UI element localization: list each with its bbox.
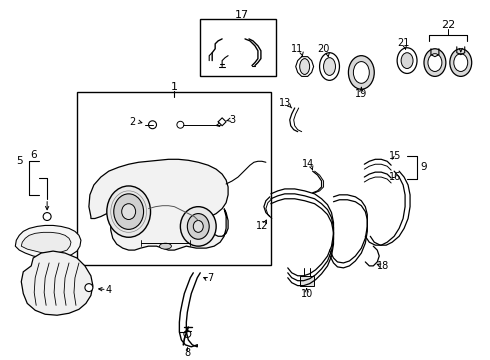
Text: 17: 17 xyxy=(235,10,249,20)
Text: 5: 5 xyxy=(17,156,23,166)
Text: 11: 11 xyxy=(291,44,303,54)
Text: 2: 2 xyxy=(129,117,136,127)
Circle shape xyxy=(85,284,93,292)
Text: 19: 19 xyxy=(355,89,368,99)
Ellipse shape xyxy=(450,49,472,76)
Text: 13: 13 xyxy=(279,98,291,108)
Text: 16: 16 xyxy=(389,172,401,182)
Circle shape xyxy=(177,121,184,128)
Ellipse shape xyxy=(454,54,468,72)
Polygon shape xyxy=(89,159,228,250)
Ellipse shape xyxy=(193,220,203,232)
Circle shape xyxy=(148,121,156,129)
Bar xyxy=(300,276,314,285)
Text: 9: 9 xyxy=(421,162,427,172)
Ellipse shape xyxy=(187,213,209,239)
Bar xyxy=(77,92,271,265)
Polygon shape xyxy=(15,225,81,258)
Text: 20: 20 xyxy=(318,44,330,54)
Circle shape xyxy=(43,213,51,220)
Ellipse shape xyxy=(428,54,442,72)
Ellipse shape xyxy=(348,56,374,89)
Polygon shape xyxy=(21,232,71,253)
Text: 14: 14 xyxy=(301,159,314,169)
Ellipse shape xyxy=(114,194,144,229)
Ellipse shape xyxy=(107,186,150,237)
Text: 7: 7 xyxy=(207,273,213,283)
Ellipse shape xyxy=(159,243,171,249)
Text: 22: 22 xyxy=(441,20,455,30)
Text: 6: 6 xyxy=(30,150,37,160)
Text: 18: 18 xyxy=(377,261,390,271)
Text: 3: 3 xyxy=(229,115,235,125)
Text: 15: 15 xyxy=(389,151,401,161)
Text: 1: 1 xyxy=(171,82,178,92)
Circle shape xyxy=(184,330,191,337)
Ellipse shape xyxy=(401,53,413,68)
Ellipse shape xyxy=(353,62,369,83)
Ellipse shape xyxy=(180,207,216,246)
Text: 10: 10 xyxy=(300,288,313,298)
Ellipse shape xyxy=(300,59,310,75)
Text: 12: 12 xyxy=(256,221,268,231)
Ellipse shape xyxy=(424,49,446,76)
Text: 8: 8 xyxy=(184,348,191,358)
Text: 21: 21 xyxy=(397,38,409,48)
Ellipse shape xyxy=(122,204,136,220)
Polygon shape xyxy=(21,251,93,315)
Ellipse shape xyxy=(323,58,336,75)
Bar xyxy=(200,19,276,76)
Text: 4: 4 xyxy=(106,284,112,294)
